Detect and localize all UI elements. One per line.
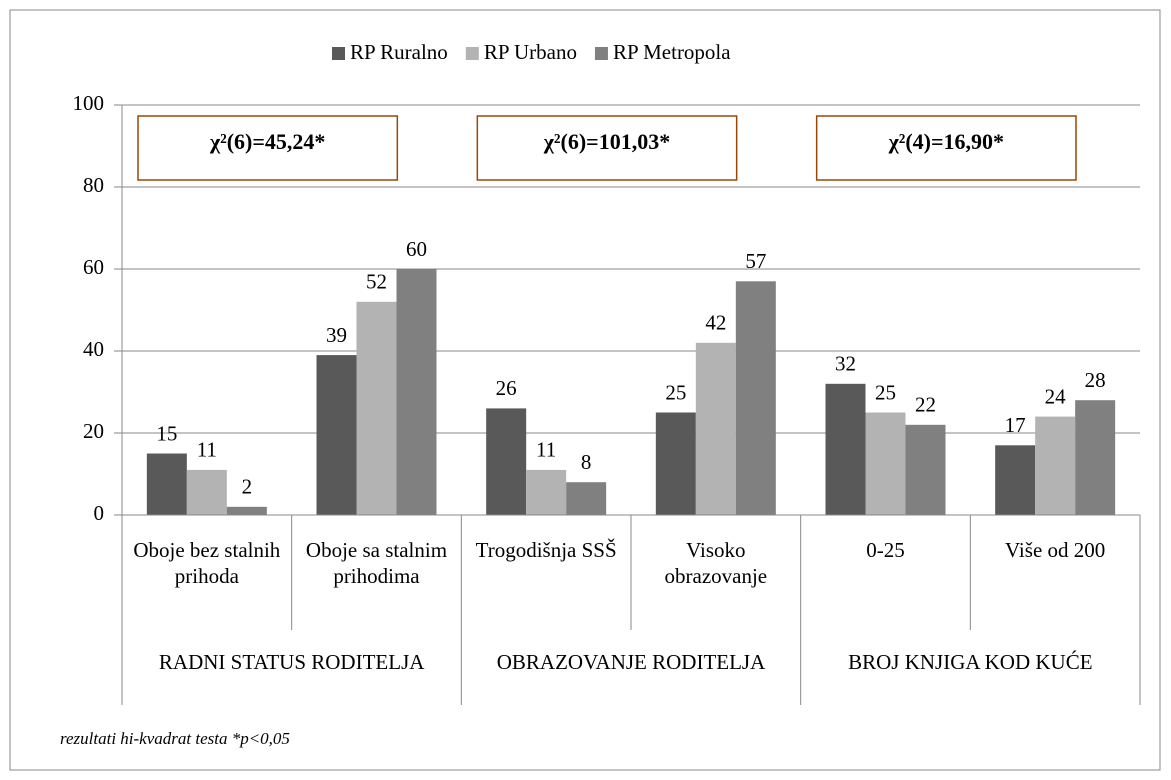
value-label: 26 <box>496 376 517 400</box>
annotation-box <box>137 115 399 181</box>
group-label: RADNI STATUS RODITELJA <box>159 650 425 674</box>
group-label: BROJ KNJIGA KOD KUĆE <box>848 650 1092 674</box>
bar <box>905 424 946 515</box>
bar <box>226 506 267 515</box>
x-tick-label: Više od 200 <box>1005 538 1106 562</box>
x-tick-label: Trogodišnja SSŠ <box>475 538 617 562</box>
x-tick-label: 0-25 <box>866 538 905 562</box>
value-label: 39 <box>326 323 347 347</box>
bar <box>995 445 1036 515</box>
value-label: 2 <box>242 475 253 499</box>
legend-label: RP Metropola <box>613 40 731 64</box>
value-label: 8 <box>581 450 592 474</box>
annotation-box <box>815 115 1077 181</box>
bar <box>1075 400 1116 515</box>
footnote: rezultati hi-kvadrat testa *p<0,05 <box>60 729 290 748</box>
legend-swatch <box>465 47 479 60</box>
bar <box>735 281 776 515</box>
annotation: χ²(6)=101,03* <box>543 129 670 154</box>
x-tick-label: Oboje sa stalnim prihodima <box>305 538 448 588</box>
value-label: 25 <box>875 380 896 404</box>
legend-label: RP Urbano <box>484 40 577 64</box>
bar <box>655 412 696 515</box>
value-label: 22 <box>915 393 936 417</box>
bar <box>526 469 567 515</box>
value-label: 57 <box>745 249 766 273</box>
y-tick-label: 60 <box>83 255 104 279</box>
bar <box>186 469 227 515</box>
value-label: 42 <box>705 311 726 335</box>
annotation-box <box>476 115 738 181</box>
annotation: χ²(4)=16,90* <box>888 129 1004 154</box>
value-label: 25 <box>665 380 686 404</box>
annotation: χ²(6)=45,24* <box>209 129 325 154</box>
value-label: 24 <box>1045 384 1067 408</box>
chart-border <box>9 9 1161 771</box>
value-label: 11 <box>536 438 556 462</box>
bar <box>486 408 527 515</box>
value-label: 60 <box>406 237 427 261</box>
legend-swatch <box>332 47 345 60</box>
y-tick-label: 80 <box>83 173 104 197</box>
bar <box>316 355 357 515</box>
y-tick-label: 0 <box>94 501 105 525</box>
bar <box>865 412 906 515</box>
value-label: 32 <box>835 352 856 376</box>
group-label: OBRAZOVANJE RODITELJA <box>497 650 766 674</box>
bar <box>1035 416 1076 515</box>
bar <box>146 453 187 515</box>
value-label: 52 <box>366 270 387 294</box>
legend-swatch <box>594 47 608 60</box>
value-label: 28 <box>1085 368 1106 392</box>
bar <box>396 269 437 515</box>
bar <box>566 482 607 515</box>
bar <box>356 301 397 515</box>
x-tick-label: Visoko obrazovanje <box>664 538 768 588</box>
y-tick-label: 40 <box>83 337 104 361</box>
y-tick-label: 20 <box>83 419 104 443</box>
x-tick-label: Oboje bez stalnih prihoda <box>133 538 281 588</box>
value-label: 17 <box>1005 413 1026 437</box>
y-tick-label: 100 <box>73 91 105 115</box>
bar <box>825 383 866 515</box>
bar <box>695 342 736 515</box>
value-label: 11 <box>197 438 217 462</box>
value-label: 15 <box>156 421 177 445</box>
legend-label: RP Ruralno <box>350 40 448 64</box>
